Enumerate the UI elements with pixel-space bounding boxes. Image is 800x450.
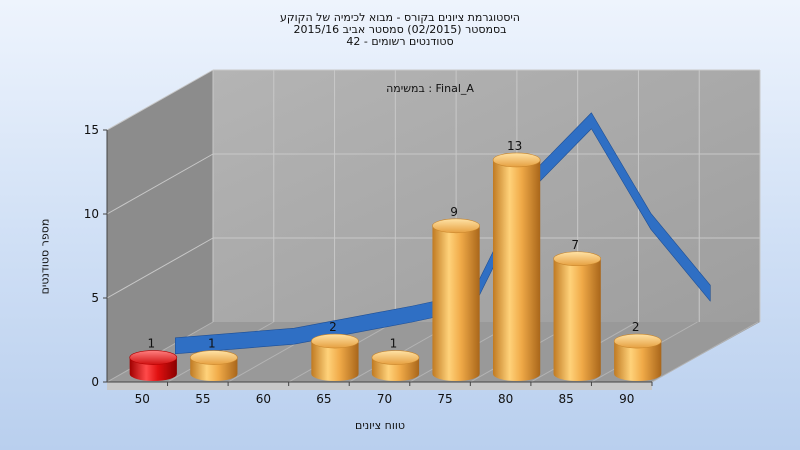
bar-top xyxy=(432,218,480,234)
bar-80 xyxy=(492,152,541,381)
bar-body xyxy=(553,258,601,381)
x-tick-label: 85 xyxy=(559,392,574,406)
chart-title-line-2: בסמסטר (02/2015) סמסטר אביב 2015/16 xyxy=(293,23,507,36)
bar-body xyxy=(432,225,480,381)
x-tick-label: 75 xyxy=(437,392,452,406)
x-tick-label: 60 xyxy=(256,392,271,406)
bar-top xyxy=(371,350,420,365)
y-tick-label: 10 xyxy=(84,207,99,221)
y-axis-label: מספר סטודנטים xyxy=(38,218,52,295)
floor-front-edge xyxy=(107,382,652,390)
x-axis-label: טווח ציונים xyxy=(355,419,405,432)
bar-70 xyxy=(371,350,420,381)
grid-line-left-wall xyxy=(106,237,214,299)
bar-75 xyxy=(432,218,480,381)
x-tick-label: 70 xyxy=(377,392,392,406)
bar-50 xyxy=(129,350,178,381)
data-label: 1 xyxy=(147,337,155,351)
bar-90 xyxy=(613,333,662,381)
data-label: 13 xyxy=(507,139,522,153)
x-axis-ticks: 50 55 60 65 70 75 80 85 90 xyxy=(135,382,653,406)
y-tick-label: 15 xyxy=(84,123,99,137)
chart-title-line-3: סטודנטים רשומים - 42 xyxy=(346,35,454,48)
chart-title-line-1: היסטוגרמת ציונים בקורס - מבוא לכימיה של … xyxy=(279,11,520,24)
bar-top xyxy=(129,350,178,365)
bar-65 xyxy=(311,333,359,381)
x-tick-label: 80 xyxy=(498,392,513,406)
data-label: 1 xyxy=(208,337,216,351)
bar-85 xyxy=(553,251,602,381)
bars xyxy=(129,152,662,381)
chart-subtitle: במשימה : Final_A xyxy=(386,82,474,95)
x-tick-label: 90 xyxy=(619,392,634,406)
grid-line-left-wall xyxy=(106,153,214,215)
y-axis-ticks: 0 5 10 15 xyxy=(84,123,107,389)
x-tick-label: 65 xyxy=(316,392,331,406)
left-wall xyxy=(107,70,213,382)
data-label: 2 xyxy=(632,320,640,334)
bar-top xyxy=(311,333,359,349)
data-label: 2 xyxy=(329,320,337,334)
bar-body xyxy=(311,341,359,381)
bar-top xyxy=(553,251,602,267)
bar-top xyxy=(492,152,541,168)
bar-body xyxy=(614,341,662,381)
grid-line-floor xyxy=(651,321,759,383)
data-label: 1 xyxy=(390,337,398,351)
data-label: 7 xyxy=(571,238,579,252)
grid-line-left-wall xyxy=(106,69,214,131)
y-tick-label: 0 xyxy=(91,375,99,389)
bar-body xyxy=(492,159,541,381)
data-label: 9 xyxy=(450,205,458,219)
bar-top xyxy=(613,333,662,349)
x-tick-label: 50 xyxy=(135,392,150,406)
bar-top xyxy=(189,350,238,365)
bar-55 xyxy=(189,350,238,381)
back-wall xyxy=(213,70,760,322)
x-tick-label: 55 xyxy=(195,392,210,406)
y-tick-label: 5 xyxy=(91,291,99,305)
